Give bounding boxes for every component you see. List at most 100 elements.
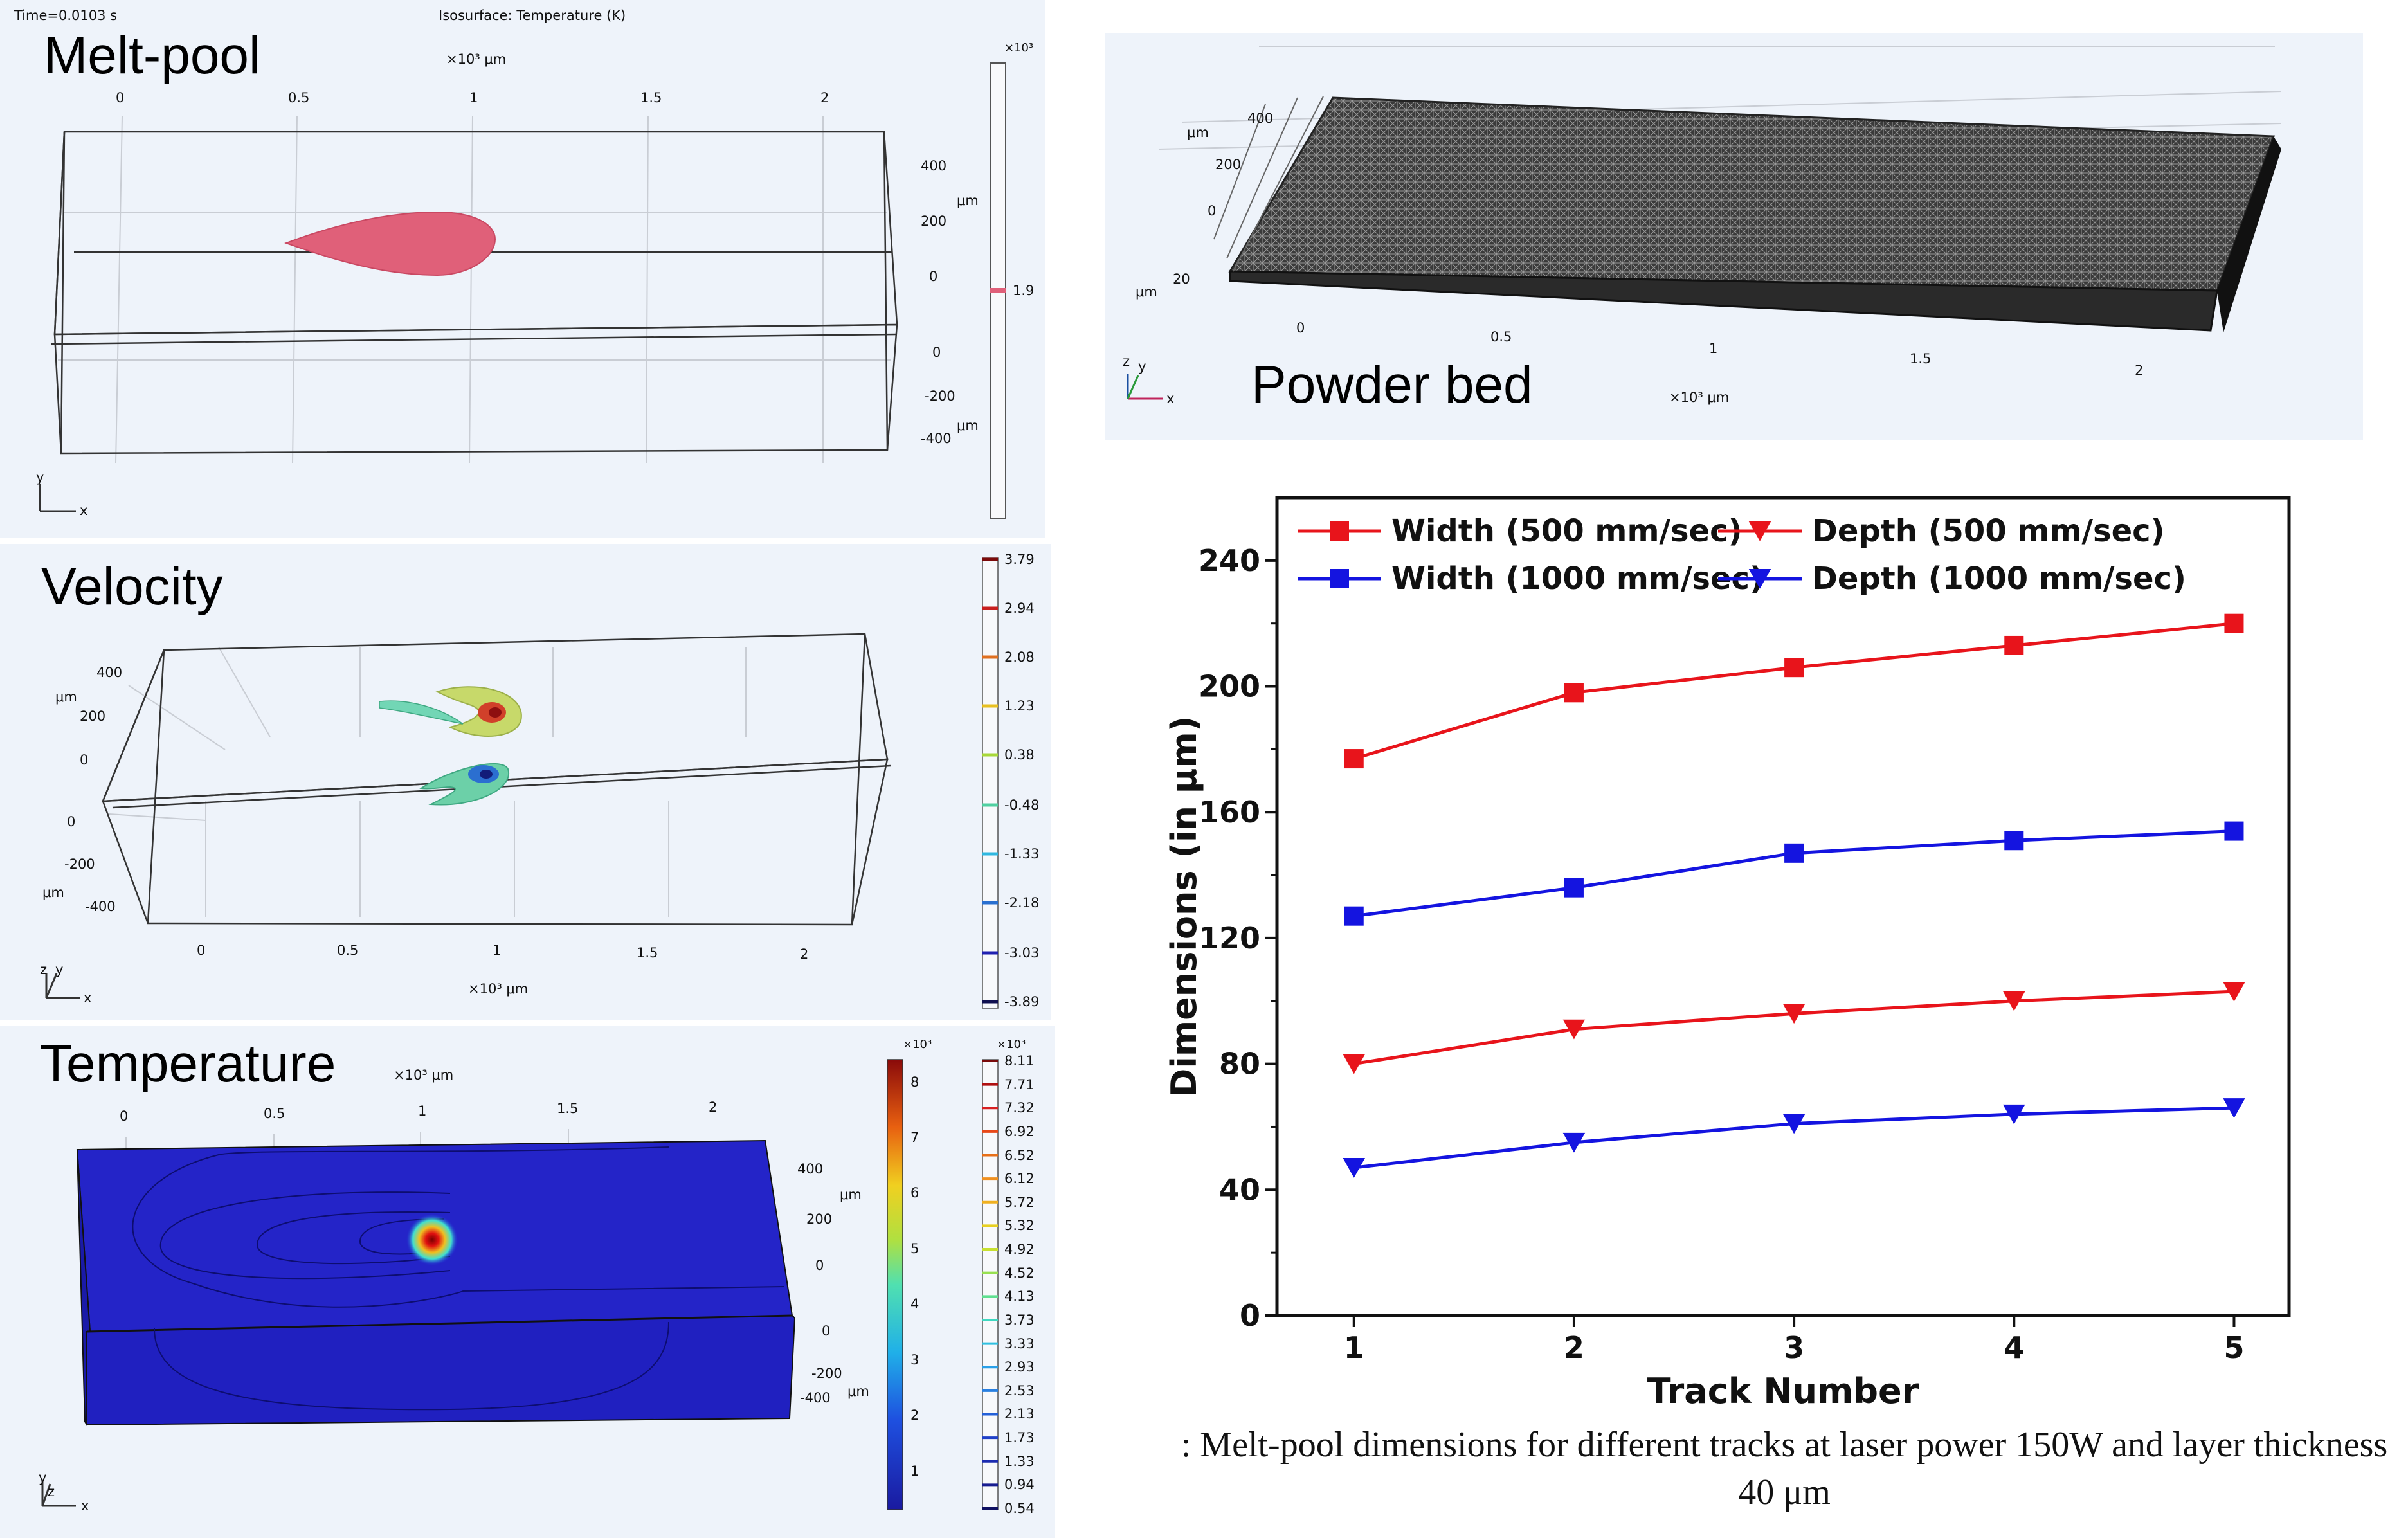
meltpool-z-tick: 0 xyxy=(932,345,941,360)
powderbed-z-tick: 20 xyxy=(1173,271,1190,287)
triad-y-label: y xyxy=(39,1470,47,1485)
chart-legend-marker xyxy=(1330,521,1349,541)
chart-data-point xyxy=(1782,1114,1806,1134)
temperature-unit: μm xyxy=(847,1384,869,1399)
powderbed-plot xyxy=(1127,46,2282,400)
chart-data-point xyxy=(1784,658,1804,678)
meltpool-z-tick: -200 xyxy=(925,388,955,404)
powderbed-x-tick: 0 xyxy=(1296,320,1305,336)
chart-data-point xyxy=(2003,991,2025,1011)
temperature-colorbar-ticks xyxy=(982,1060,998,1510)
triad-z-label: z xyxy=(1123,354,1130,369)
velocity-colorbar-label: -0.48 xyxy=(1004,797,1040,813)
temperature-colorbar2-label: 7.32 xyxy=(1004,1100,1035,1116)
velocity-z-tick: 0 xyxy=(67,814,76,829)
temperature-z-tick: 0 xyxy=(822,1323,831,1339)
powderbed-y-tick: 0 xyxy=(1208,203,1217,219)
figure-caption: : Melt-pool dimensions for different tra… xyxy=(1181,1425,2388,1512)
meltpool-box xyxy=(51,131,898,455)
velocity-title: Velocity xyxy=(41,557,223,616)
velocity-colorbar-label: 3.79 xyxy=(1004,552,1035,567)
temperature-colorbar2-label: 0.94 xyxy=(1004,1477,1035,1493)
velocity-x-tick: 0 xyxy=(197,943,206,958)
chart-data-point xyxy=(2004,635,2024,655)
velocity-colorbar xyxy=(982,557,999,1009)
chart-y-tick-label: 120 xyxy=(1199,921,1260,955)
meltpool-unit: μm xyxy=(957,193,979,208)
temperature-z-tick: 400 xyxy=(797,1161,824,1177)
temperature-colorbar1-label: 7 xyxy=(910,1129,919,1145)
chart-data-point xyxy=(1343,1054,1366,1074)
triad-x-label: x xyxy=(84,990,92,1006)
velocity-x-unit: ×10³ μm xyxy=(468,981,529,997)
dimension-chart: 0 40 80 120 160 200 240 1 2 3 4 5 Width (500 mm/sec… xyxy=(1164,496,2291,1411)
velocity-isosurfaces xyxy=(379,686,522,806)
triad-x-label: x xyxy=(1166,391,1175,406)
chart-data-point xyxy=(1344,749,1364,769)
temperature-colorbar2-label: 4.92 xyxy=(1004,1242,1035,1258)
temperature-x-tick: 0 xyxy=(120,1108,129,1124)
chart-data-point xyxy=(2223,1098,2245,1118)
powderbed-x-tick: 2 xyxy=(2135,363,2144,378)
temperature-colorbar2-label: 2.53 xyxy=(1004,1382,1035,1398)
powderbed-panel: 400 μm 200 0 20 μm 0 0.5 1 1.5 2 ×10³ μm… xyxy=(1105,33,2363,440)
meltpool-gridlines xyxy=(58,115,891,464)
powderbed-y-tick: 400 xyxy=(1247,111,1274,126)
velocity-x-tick: 2 xyxy=(800,946,809,962)
chart-y-tick-label: 240 xyxy=(1199,543,1260,578)
temperature-colorbar2-label: 2.13 xyxy=(1004,1406,1035,1422)
powderbed-mesh-side xyxy=(2217,136,2281,332)
chart-data-point xyxy=(1343,1158,1366,1178)
temperature-colorbar2-label: 4.13 xyxy=(1004,1289,1035,1305)
powderbed-unit: μm xyxy=(1187,125,1209,140)
chart-legend-label: Depth (500 mm/sec) xyxy=(1812,513,2165,549)
powderbed-side-hatching xyxy=(1213,96,1324,272)
temperature-colorbar2-label: 6.52 xyxy=(1004,1147,1035,1163)
meltpool-x-tick: 0.5 xyxy=(288,90,310,105)
powderbed-x-tick: 0.5 xyxy=(1490,329,1512,345)
meltpool-z-tick: 400 xyxy=(921,158,947,174)
powderbed-y-tick: 200 xyxy=(1215,157,1242,172)
chart-y-tick-label: 40 xyxy=(1219,1172,1260,1207)
temperature-axis-triad xyxy=(41,1481,76,1507)
chart-legend-marker xyxy=(1748,521,1771,541)
chart-data-point xyxy=(2224,821,2244,841)
triad-x-label: x xyxy=(80,503,88,518)
powderbed-axis-triad xyxy=(1127,374,1163,400)
triad-x-label: x xyxy=(81,1498,89,1514)
chart-legend-label: Depth (1000 mm/sec) xyxy=(1812,561,2186,597)
temperature-z-tick: 0 xyxy=(815,1258,824,1273)
velocity-x-tick: 0.5 xyxy=(337,943,359,958)
chart-legend-label: Width (500 mm/sec) xyxy=(1391,513,1743,549)
meltpool-plot xyxy=(39,62,1006,519)
velocity-colorbar-label: -2.18 xyxy=(1004,895,1040,910)
velocity-z-tick: 0 xyxy=(80,752,89,768)
velocity-colorbar-label: 0.38 xyxy=(1004,747,1035,763)
chart-data-point xyxy=(1344,906,1364,926)
temperature-x-tick: 2 xyxy=(709,1099,718,1115)
temperature-z-tick: -400 xyxy=(800,1390,831,1406)
temperature-z-tick: -200 xyxy=(811,1366,842,1381)
temperature-colorbar2-label: 2.93 xyxy=(1004,1359,1035,1375)
chart-y-tick-label: 160 xyxy=(1199,795,1260,829)
chart-data-point xyxy=(1564,878,1584,898)
temperature-plot xyxy=(41,1059,999,1510)
chart-series xyxy=(1343,613,2245,1178)
temperature-colorbar2-label: 3.33 xyxy=(1004,1335,1035,1352)
meltpool-x-tick: 1 xyxy=(469,90,478,105)
chart-data-point xyxy=(1784,843,1804,863)
temperature-panel: Temperature ×10³ μm xyxy=(0,1026,1055,1538)
temperature-colorbar2-label: 3.73 xyxy=(1004,1312,1035,1328)
meltpool-z-tick: 0 xyxy=(929,269,938,284)
meltpool-x-tick: 1.5 xyxy=(640,90,662,105)
temperature-x-tick: 1 xyxy=(418,1103,427,1119)
triad-y-label: y xyxy=(36,469,44,485)
powderbed-x-unit: ×10³ μm xyxy=(1669,390,1730,405)
chart-data-point xyxy=(1564,683,1584,703)
meltpool-title: Melt-pool xyxy=(44,26,261,85)
temperature-colorbar2-label: 7.71 xyxy=(1004,1076,1035,1092)
chart-legend-label: Width (1000 mm/sec) xyxy=(1391,561,1764,597)
chart-legend-marker xyxy=(1748,569,1771,589)
meltpool-z-tick: -400 xyxy=(921,431,952,446)
temperature-unit: μm xyxy=(840,1187,862,1202)
